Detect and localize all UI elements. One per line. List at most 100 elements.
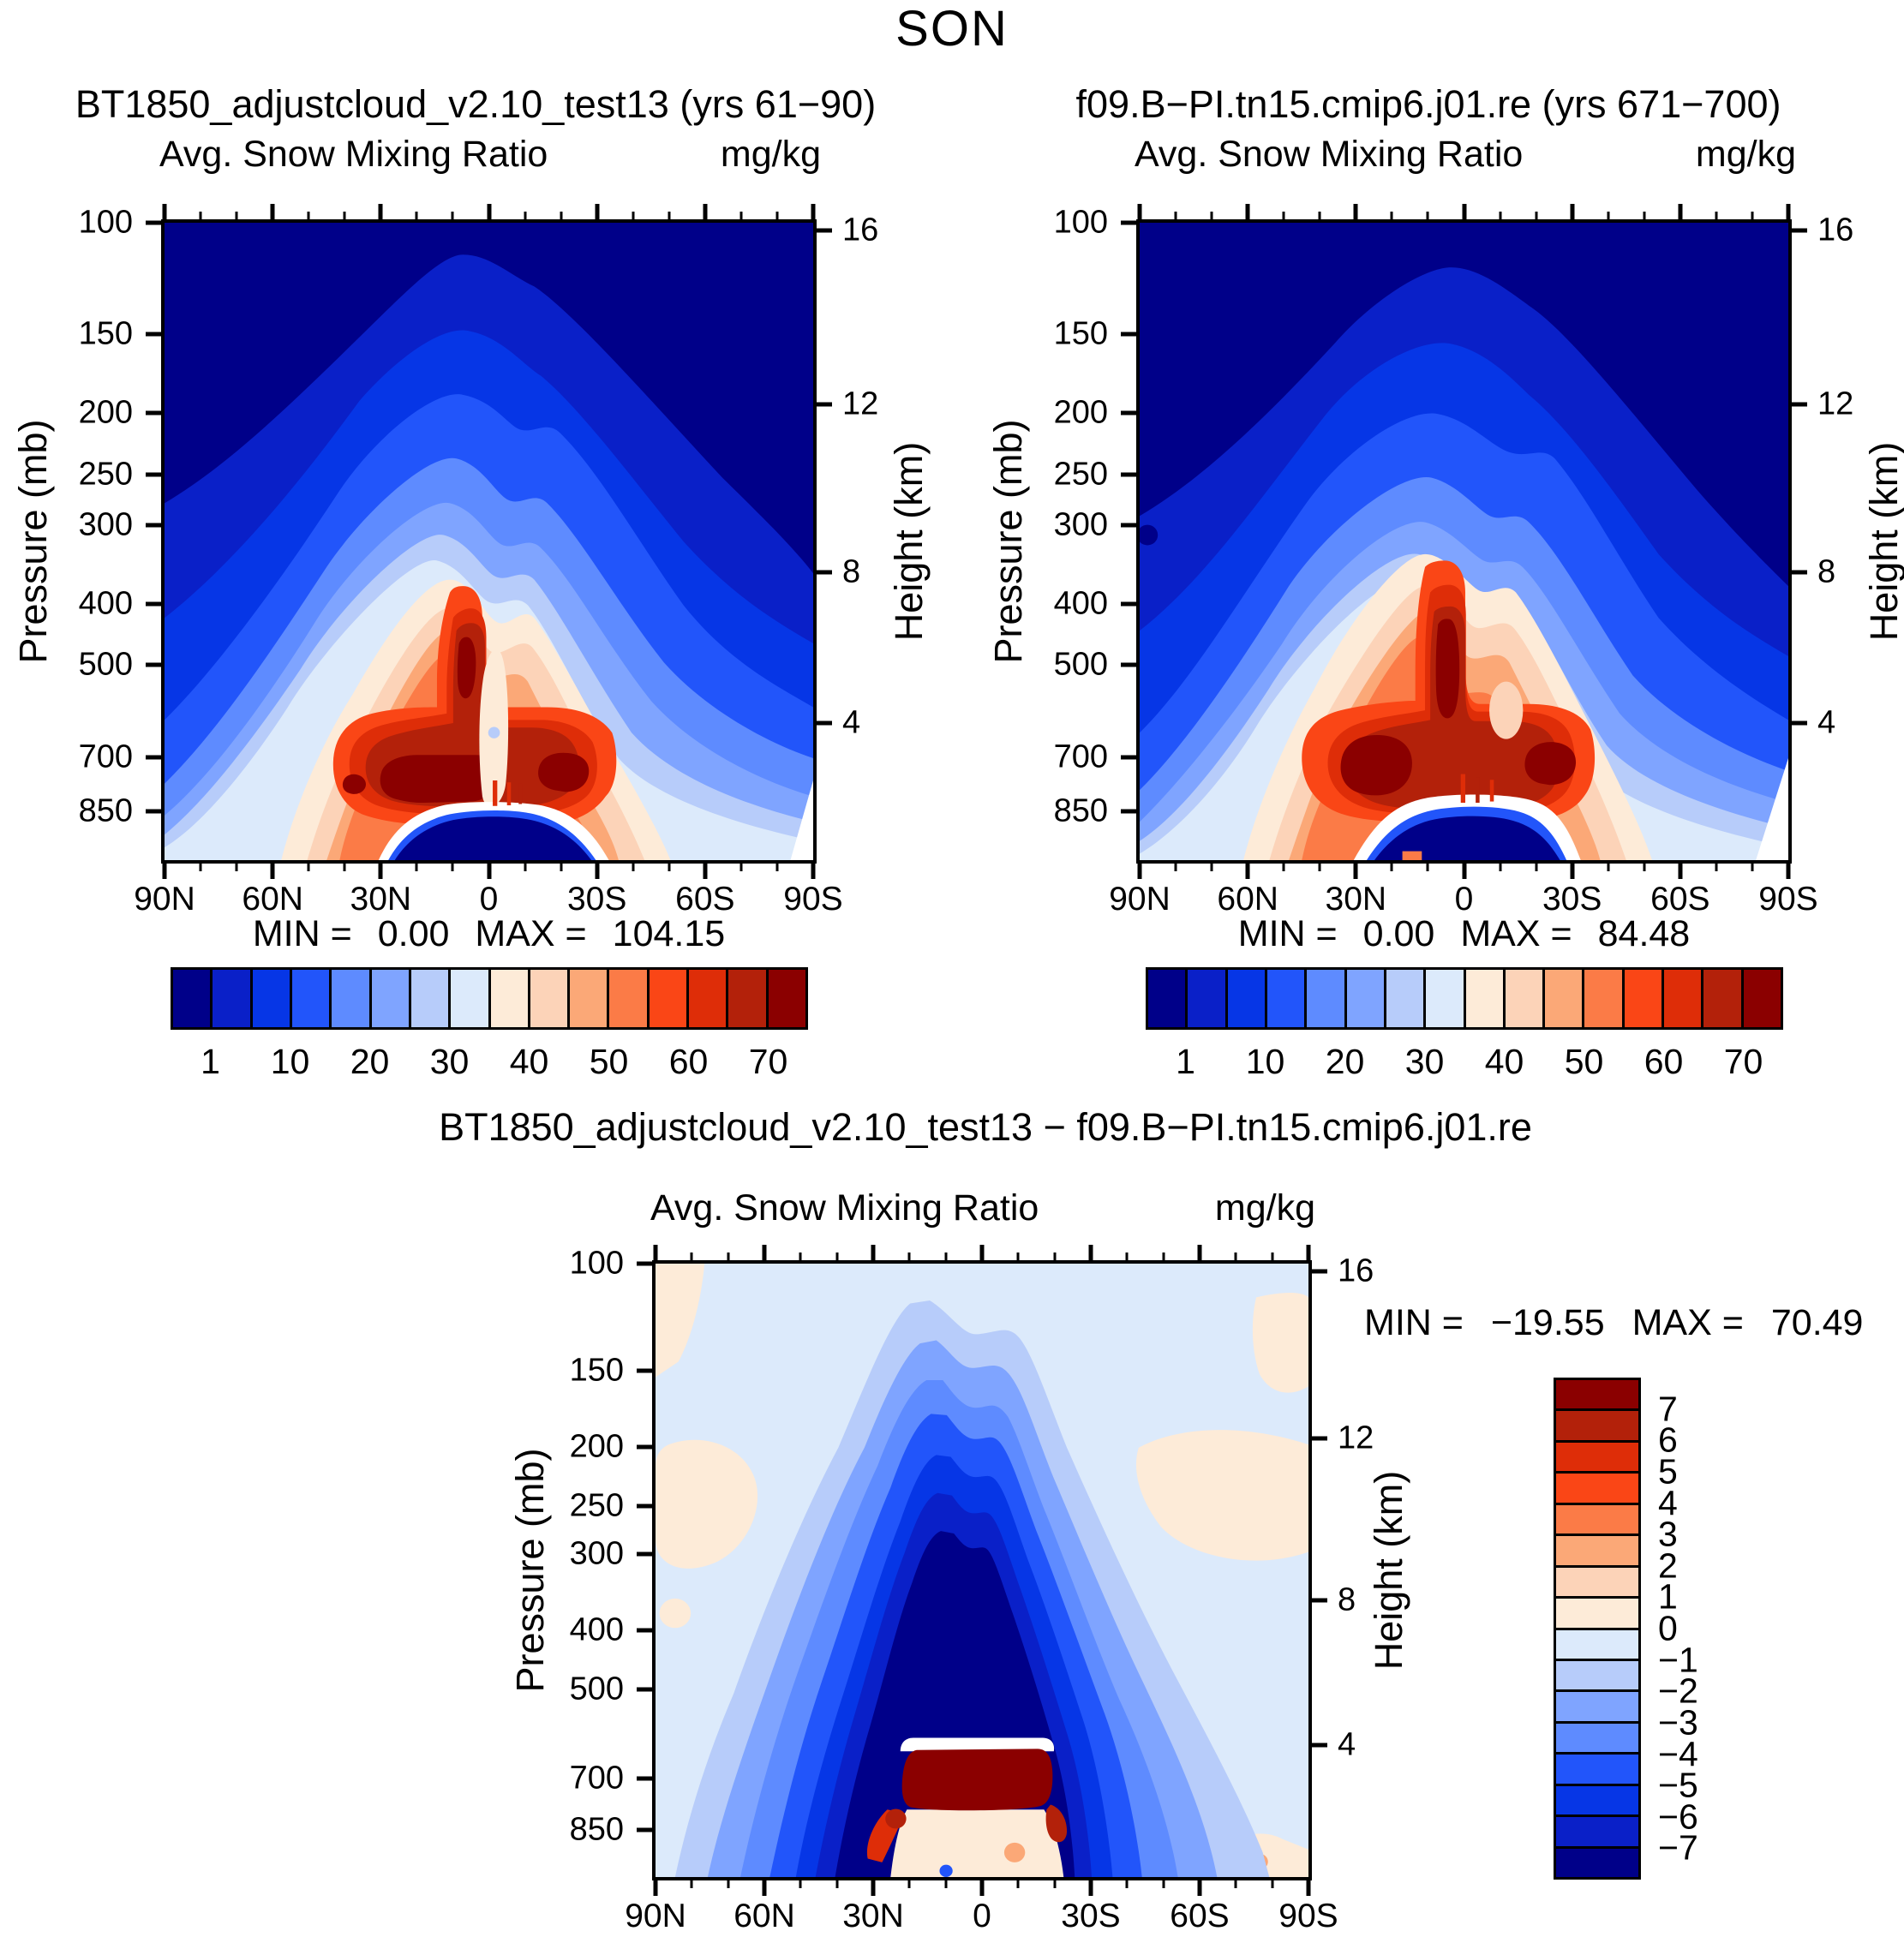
colorbar-tick-label: 30 [1404,1042,1445,1081]
tick-mark [835,1252,839,1264]
tick-mark [162,204,167,223]
tick-mark [146,332,165,337]
colorbar-cells [1554,1378,1641,1880]
tick-mark [1088,1245,1093,1264]
tick-mark [1121,472,1140,477]
pressure-tick-label: 500 [569,1671,624,1707]
surface-low-dome [394,816,592,860]
colorbar-tick-label: 6 [1658,1420,1678,1460]
contour-band [1135,1430,1308,1561]
colorbar-tick-label: 7 [1658,1389,1678,1429]
panel-subtitle-diff: Avg. Snow Mixing Ratio mg/kg [650,1187,1315,1229]
tick-mark [343,212,346,223]
pressure-tick-label: 400 [1053,585,1108,622]
height-tick-label: 12 [1817,386,1854,422]
tick-mark [1121,755,1140,760]
latitude-tick-label: 30N [1325,881,1387,918]
tick-mark [1499,212,1502,223]
tick-mark [1053,1252,1057,1264]
melt-line-fringe [900,1737,1055,1752]
height-axis-title: Height (km) [887,441,931,642]
height-axis-title: Height (km) [1367,1470,1410,1671]
tick-mark [1715,212,1718,223]
colorbar-cell [609,970,650,1027]
max-label: MAX = [1460,913,1572,954]
tick-mark [146,472,165,477]
colorbar-cell [1556,1599,1638,1630]
contour-band [659,1598,692,1629]
colorbar-cell [1556,1380,1638,1412]
tick-mark [1162,1252,1165,1264]
colorbar-cell [1743,970,1781,1027]
top-axis-minor-ticks [165,212,813,223]
contour-band [1489,681,1524,739]
tick-mark [653,1245,658,1264]
latitude-tick-label: 90N [134,881,195,918]
colorbar-cell [1556,1504,1638,1537]
subtitle-variable: Avg. Snow Mixing Ratio [1135,134,1524,175]
tick-mark [199,212,202,223]
tick-mark [1535,212,1538,223]
colorbar-diff: 7 6 5 4 3 2 1 0 −1 −2 −3 −4 −5 −6 −7 [1554,1378,1698,1880]
contour-band [1045,1804,1068,1843]
colorbar-cell [689,970,729,1027]
tick-mark [871,1245,876,1264]
height-tick-label: 16 [842,212,879,248]
latitude-tick-label: 60S [1650,881,1710,918]
colorbar-cell [1386,970,1427,1027]
tick-mark [1786,204,1791,223]
figure-title: SON [895,1,1009,57]
pressure-tick-label: 700 [78,738,133,775]
colorbar-tick-label: −4 [1658,1734,1698,1773]
colorbar-cell [1556,1692,1638,1724]
tick-mark [944,1252,948,1264]
pressure-tick-label: 250 [78,456,133,493]
latitude-tick-label: 30N [350,881,412,918]
tick-mark [637,1827,656,1832]
tick-mark [727,1252,730,1264]
tick-mark [1678,204,1683,223]
pressure-tick-label: 850 [78,792,133,829]
colorbar-cell [213,970,253,1027]
max-value: 104.15 [612,913,726,954]
contour-band [518,783,523,804]
tick-mark [1271,1252,1274,1264]
colorbar-cells [1146,967,1783,1030]
colorbar-cell [649,970,690,1027]
colorbar-cell [291,970,332,1027]
colorbar-tick-label: 1 [201,1042,220,1081]
contour-band [939,1864,953,1877]
positive-difference-bar [901,1749,1053,1811]
tick-mark [1462,204,1466,223]
stats-right: MIN = 0.00 MAX = 84.48 [1136,913,1792,955]
contour-field-diff [656,1264,1308,1877]
contour-band [488,726,500,738]
colorbar-tick-label: 70 [1723,1042,1763,1081]
tick-mark [1607,212,1610,223]
colorbar-cell [1556,1536,1638,1568]
tick-mark [595,204,600,223]
tick-mark [1137,204,1142,223]
tick-mark [637,1776,656,1781]
contour-band [506,782,512,806]
min-value: 0.00 [377,913,450,954]
tick-mark [637,1261,656,1266]
pressure-tick-label: 850 [569,1811,624,1848]
panel-title-diff: BT1850_adjustcloud_v2.10_test13 − f09.B−… [439,1105,1532,1149]
latitude-tick-label: 0 [973,1898,991,1934]
contour-plot-right: 100 150 200 250 300 400 500 700 850 16 12 8 4 90N 60… [986,204,1904,918]
colorbar-tick-label: −1 [1658,1640,1698,1680]
tick-mark [637,1628,656,1633]
tick-mark [668,212,671,223]
colorbar-cell [530,970,571,1027]
colorbar-tick-label: 3 [1658,1514,1678,1554]
colorbar-tick-label: 20 [350,1042,390,1081]
height-tick-labels: 16 12 8 4 [813,212,925,860]
pressure-tick-labels: 100 150 200 250 300 400 500 700 850 [1009,205,1108,860]
pressure-tick-label: 300 [569,1535,624,1572]
latitude-tick-label: 90S [1758,881,1818,918]
tick-mark [146,523,165,527]
pressure-tick-label: 200 [1053,394,1108,431]
contour-band [1476,777,1480,804]
colorbar-cell [1556,1442,1638,1474]
